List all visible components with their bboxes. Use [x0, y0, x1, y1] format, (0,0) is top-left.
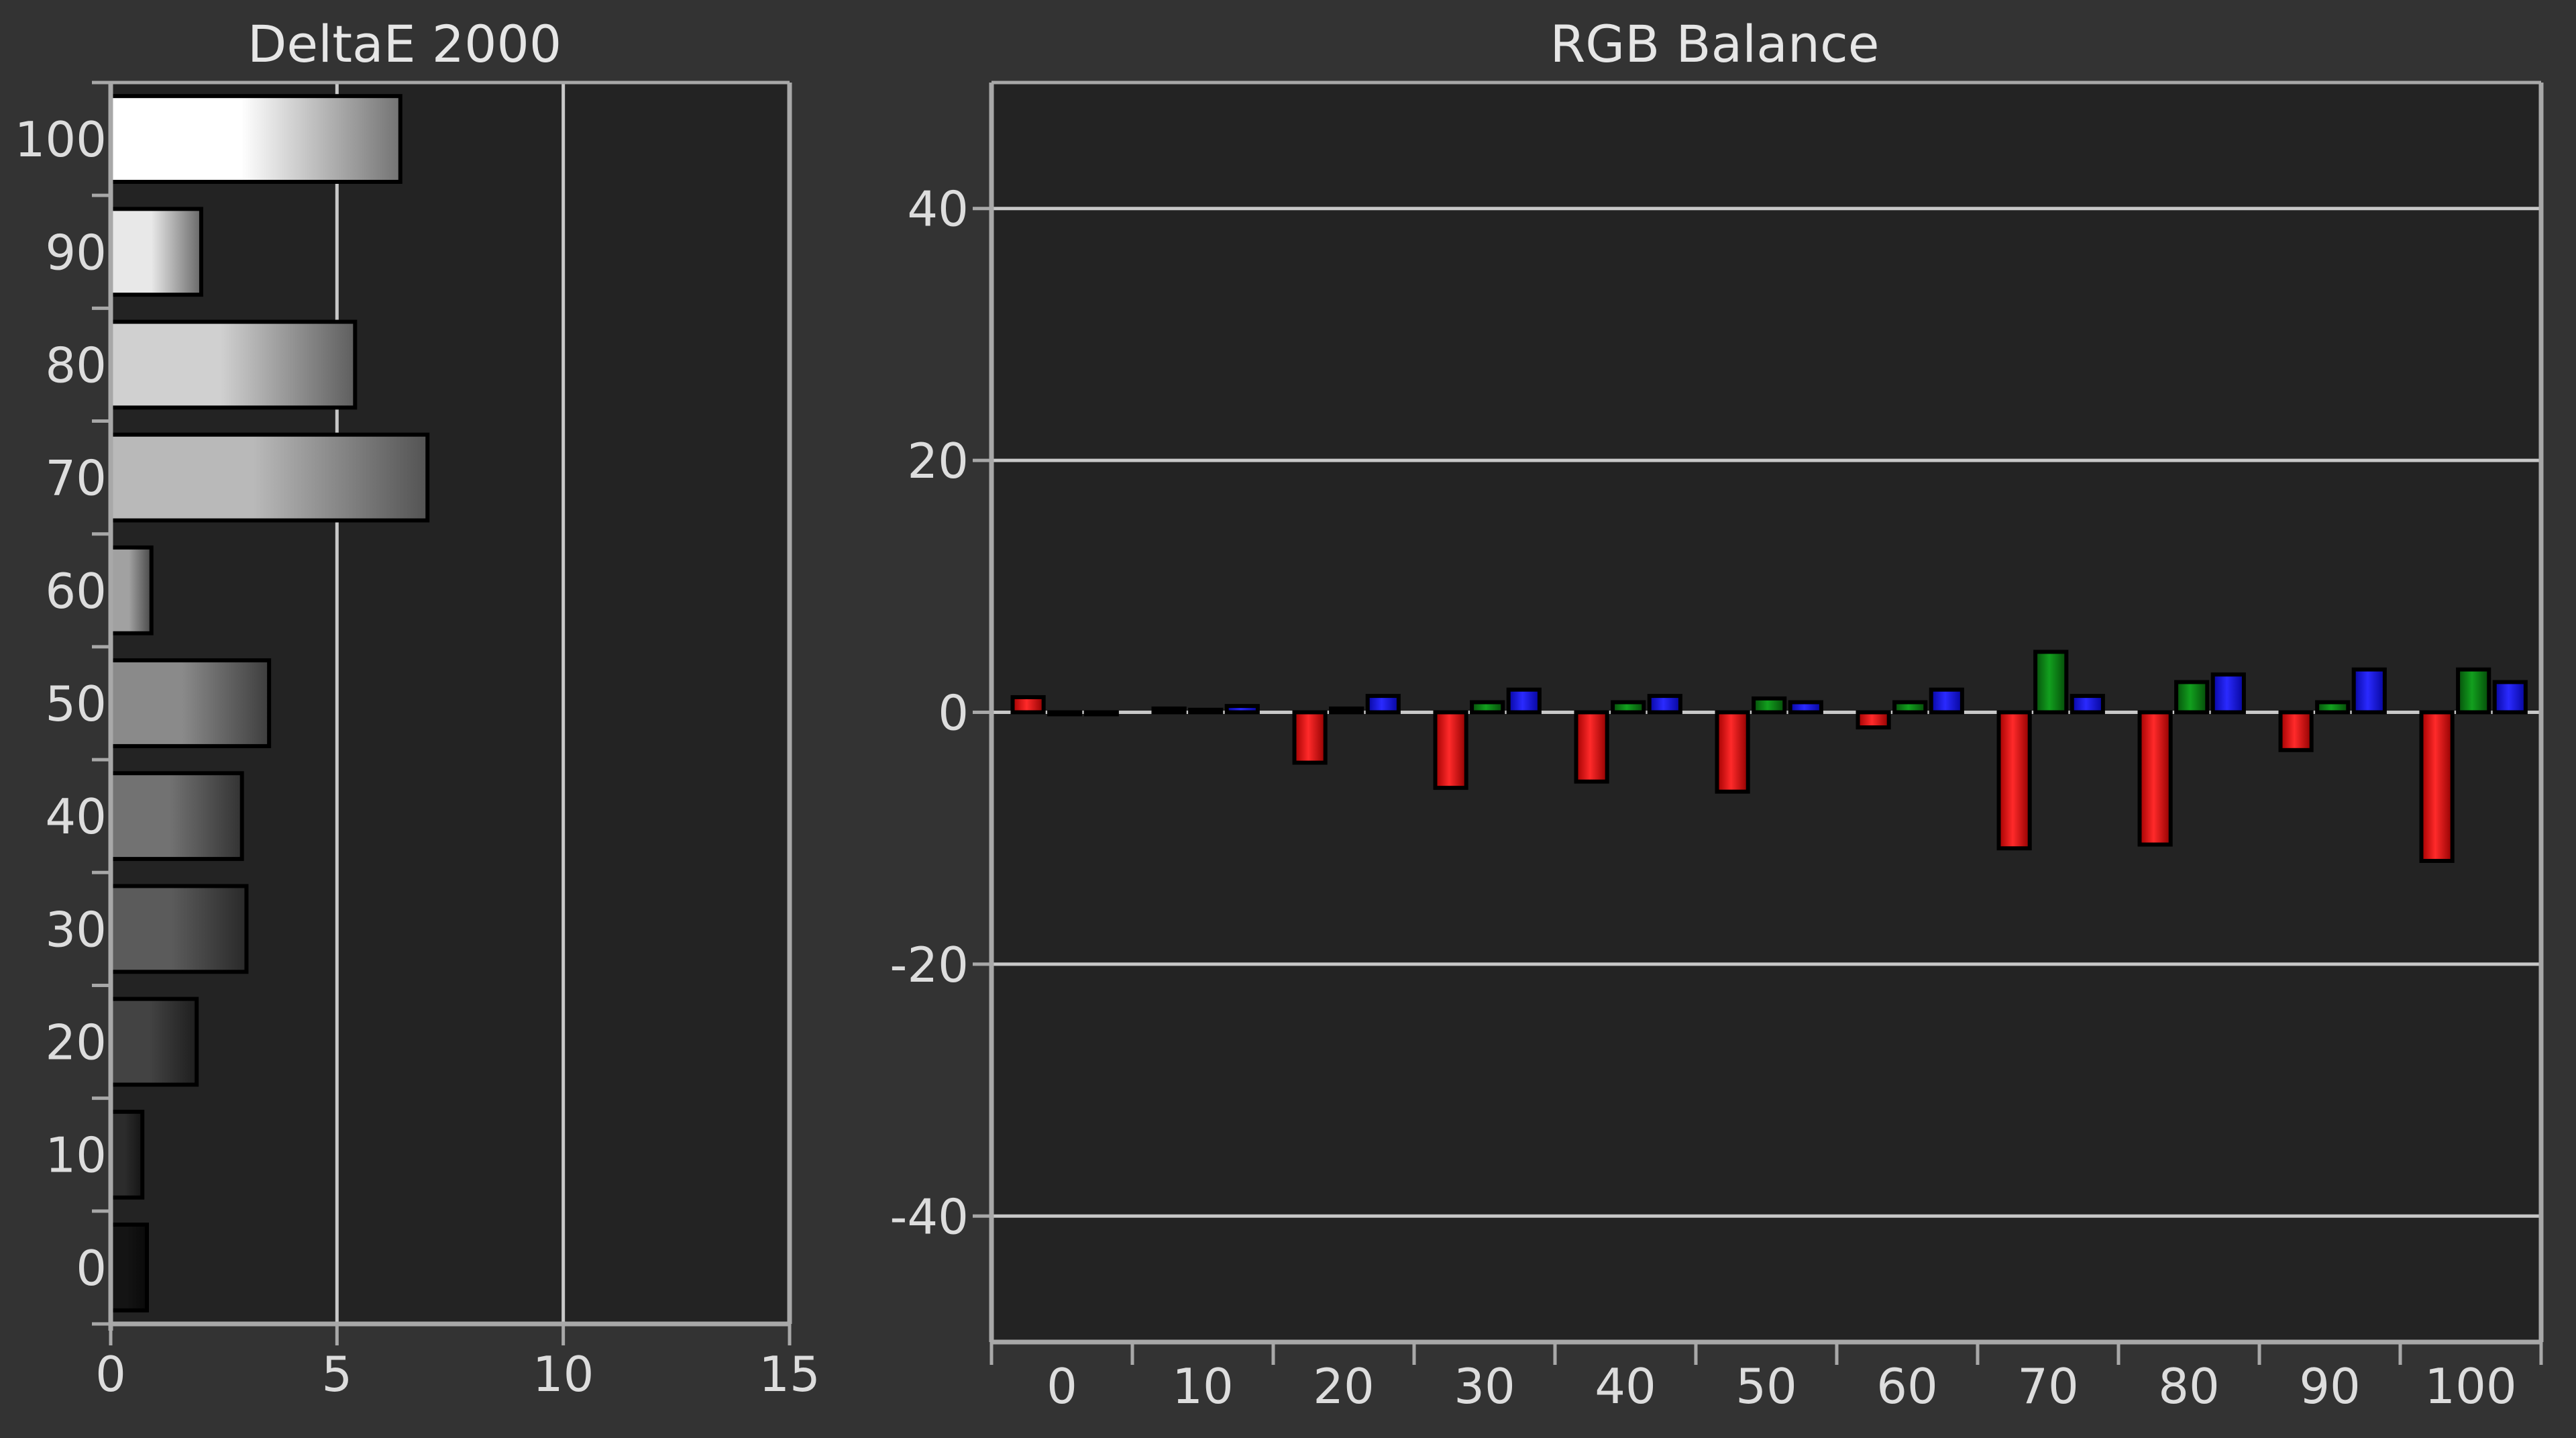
rgb-y-tick-label: 20	[907, 433, 969, 489]
rgb-x-tick-label: 100	[2424, 1358, 2516, 1415]
deltae-x-tick-label: 10	[533, 1346, 594, 1402]
deltae-x-tick-labels: 0 5 10 15	[95, 1346, 820, 1402]
deltae-bar-80	[109, 319, 358, 410]
rgb-x-tick-label: 0	[1046, 1358, 1077, 1415]
rgb-x-tick-label: 50	[1735, 1358, 1797, 1415]
deltae-chart-title: DeltaE 2000	[248, 14, 561, 74]
rgb-bar-blue-50	[1788, 700, 1823, 715]
rgb-chart-title: RGB Balance	[1550, 14, 1879, 74]
rgb-bar-blue-10	[1224, 704, 1260, 715]
rgb-bar-blue-40	[1647, 694, 1682, 715]
deltae-bar-40	[109, 771, 244, 862]
rgb-x-tick-label: 70	[2017, 1358, 2079, 1415]
rgb-bar-green-80	[2174, 680, 2210, 715]
rgb-axes	[973, 81, 2544, 1365]
rgb-bar-green-50	[1752, 696, 1787, 715]
rgb-y-tick-label: 0	[938, 685, 969, 741]
deltae-bar-90	[109, 207, 203, 297]
deltae-y-tick-label: 30	[45, 901, 107, 958]
rgb-bar-red-30	[1433, 710, 1468, 790]
rgb-x-tick-label: 40	[1595, 1358, 1656, 1415]
deltae-y-tick-label: 70	[45, 450, 107, 507]
rgb-x-tick-label: 90	[2299, 1358, 2361, 1415]
rgb-x-tick-label: 30	[1454, 1358, 1515, 1415]
rgb-bar-blue-90	[2351, 667, 2387, 715]
rgb-bars	[1010, 650, 2528, 863]
deltae-y-tick-label: 0	[76, 1240, 107, 1296]
rgb-bar-blue-0	[1083, 710, 1119, 717]
deltae-axes	[92, 81, 792, 1345]
rgb-bar-green-40	[1611, 700, 1646, 715]
deltae-bar-10	[109, 1109, 145, 1200]
deltae-y-tick-label: 50	[45, 676, 107, 732]
rgb-balance-chart: RGB Balance 40 20 0 -20 -40 0 10 20 30 40 50 60 70 8…	[890, 14, 2544, 1415]
rgb-bar-red-50	[1715, 710, 1750, 794]
rgb-y-tick-label: -40	[890, 1188, 969, 1245]
rgb-bar-red-20	[1292, 710, 1328, 765]
rgb-bar-green-100	[2456, 667, 2491, 715]
rgb-y-tick-label: -20	[890, 937, 969, 993]
rgb-bar-red-90	[2278, 710, 2314, 752]
deltae-y-tick-label: 80	[45, 337, 107, 393]
rgb-bar-green-90	[2315, 700, 2351, 715]
rgb-bar-red-60	[1856, 710, 1891, 730]
rgb-bar-green-20	[1329, 706, 1364, 715]
rgb-bar-blue-20	[1365, 694, 1401, 715]
rgb-bar-blue-100	[2492, 680, 2528, 715]
deltae-y-tick-label: 100	[15, 111, 107, 168]
rgb-bar-red-100	[2419, 710, 2455, 863]
deltae-bar-0	[109, 1223, 149, 1313]
rgb-bar-red-70	[1996, 710, 2032, 851]
deltae-y-tick-label: 60	[45, 563, 107, 619]
deltae-y-tick-label: 40	[45, 788, 107, 845]
deltae-bar-100	[109, 94, 402, 185]
rgb-bar-blue-70	[2070, 694, 2105, 715]
rgb-x-tick-label: 10	[1172, 1358, 1234, 1415]
rgb-bar-green-70	[2033, 650, 2069, 715]
rgb-y-tick-labels: 40 20 0 -20 -40	[890, 181, 969, 1245]
rgb-bar-green-10	[1188, 707, 1224, 715]
deltae-bar-50	[109, 658, 272, 748]
deltae-bar-30	[109, 884, 249, 974]
rgb-x-tick-label: 80	[2158, 1358, 2220, 1415]
rgb-bar-red-10	[1151, 706, 1187, 715]
deltae-x-tick-label: 0	[95, 1346, 126, 1402]
deltae-y-tick-label: 90	[45, 224, 107, 280]
rgb-bar-red-80	[2137, 710, 2173, 847]
rgb-bar-blue-30	[1506, 687, 1542, 715]
deltae-y-tick-label: 10	[45, 1127, 107, 1184]
deltae-x-tick-label: 15	[759, 1346, 820, 1402]
rgb-x-tick-labels: 0 10 20 30 40 50 60 70 80 90 100	[1046, 1358, 2517, 1415]
rgb-bar-red-40	[1574, 710, 1609, 784]
deltae-bar-70	[109, 432, 430, 523]
deltae-x-tick-label: 5	[321, 1346, 352, 1402]
rgb-x-tick-label: 20	[1313, 1358, 1375, 1415]
rgb-bar-green-0	[1047, 710, 1083, 717]
rgb-bar-blue-60	[1929, 687, 1964, 715]
deltae-y-tick-label: 20	[45, 1015, 107, 1071]
rgb-bar-blue-80	[2210, 672, 2246, 715]
rgb-bar-green-60	[1892, 700, 1928, 715]
rgb-bar-green-30	[1470, 700, 1505, 715]
rgb-y-tick-label: 40	[907, 181, 969, 238]
rgb-x-tick-label: 60	[1876, 1358, 1938, 1415]
rgb-bar-red-0	[1010, 695, 1046, 715]
deltae-bar-60	[109, 545, 154, 635]
deltae-bar-20	[109, 996, 199, 1087]
deltae-gridlines	[335, 83, 566, 1324]
